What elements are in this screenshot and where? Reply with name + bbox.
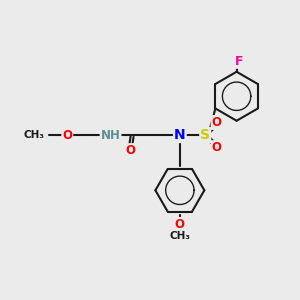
Text: O: O bbox=[212, 141, 222, 154]
Text: O: O bbox=[212, 116, 222, 129]
Text: F: F bbox=[235, 55, 243, 68]
Text: CH₃: CH₃ bbox=[23, 130, 44, 140]
Text: NH: NH bbox=[100, 129, 121, 142]
Text: O: O bbox=[175, 218, 185, 231]
Text: S: S bbox=[200, 128, 210, 142]
Text: CH₃: CH₃ bbox=[169, 231, 190, 241]
Text: O: O bbox=[62, 129, 72, 142]
Text: N: N bbox=[174, 128, 186, 142]
Text: O: O bbox=[126, 144, 136, 157]
